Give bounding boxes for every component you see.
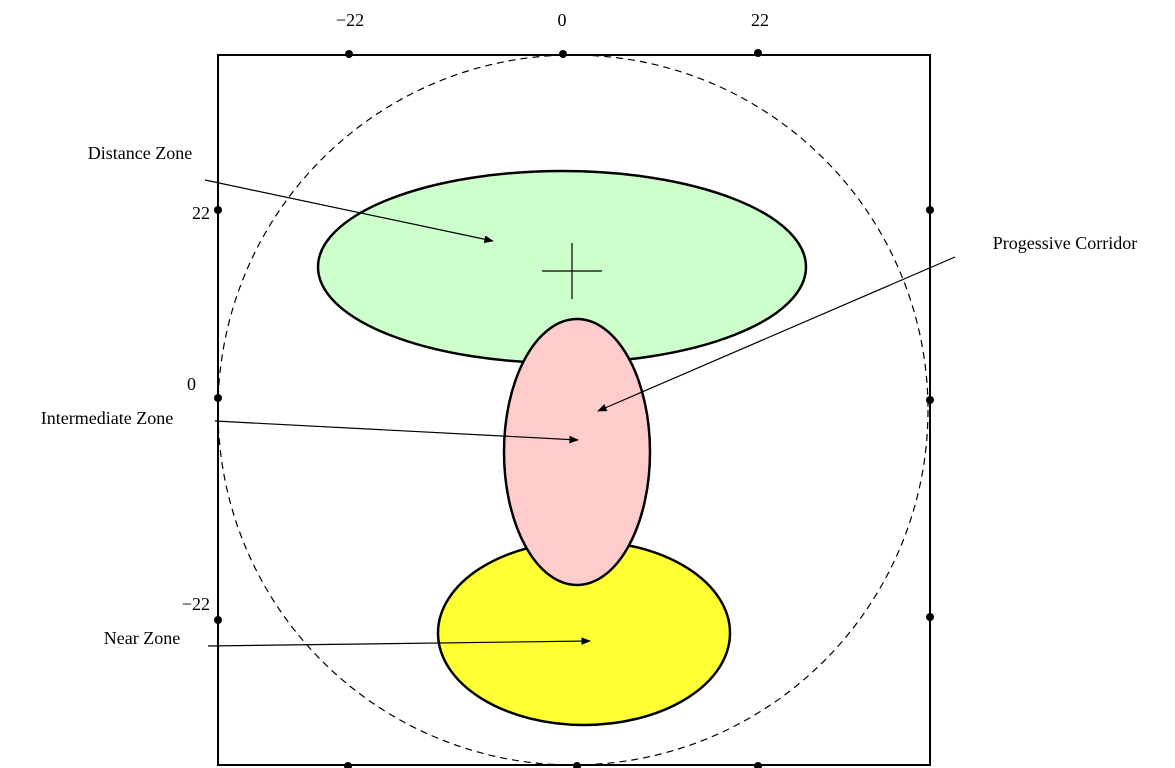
top-label: 0 bbox=[558, 10, 567, 30]
zone-label: Distance Zone bbox=[88, 143, 192, 163]
arrows bbox=[204, 179, 956, 647]
left-label: 22 bbox=[192, 203, 210, 223]
left-label: −22 bbox=[182, 594, 210, 614]
top-label: −22 bbox=[336, 10, 364, 30]
lens-outline bbox=[217, 54, 929, 766]
tick-dots bbox=[214, 49, 934, 768]
zone-label: Near Zone bbox=[104, 628, 180, 648]
left-label: 0 bbox=[187, 374, 196, 394]
zone-label: Progessive Corridor bbox=[993, 233, 1137, 253]
corridor-zone bbox=[502, 317, 652, 587]
zone-label: Intermediate Zone bbox=[41, 408, 173, 428]
top-label: 22 bbox=[751, 10, 769, 30]
